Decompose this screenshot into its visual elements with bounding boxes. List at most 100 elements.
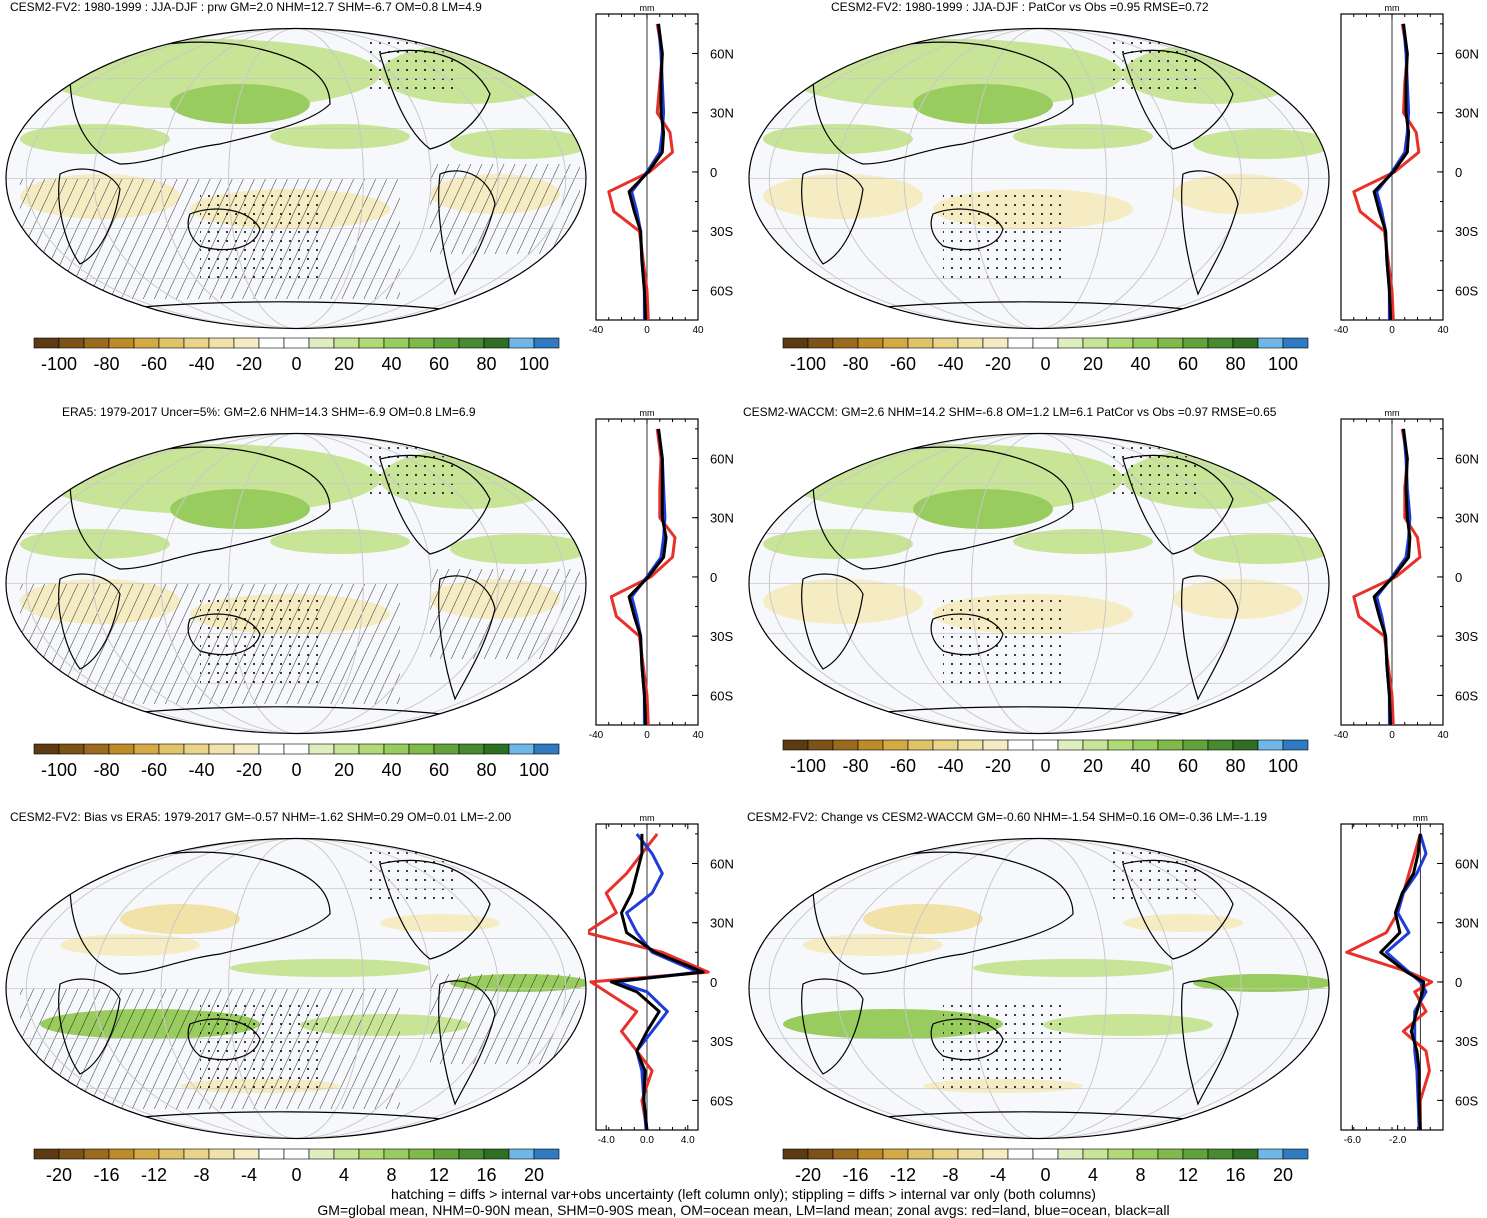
coastline [801,978,864,1075]
colorbar-swatch [408,337,435,349]
field-contour [1123,914,1243,932]
x-tick-label: 40 [692,325,704,336]
colorbar-swatch [1057,739,1084,751]
colorbar-swatch [408,743,435,755]
x-tick-label: 0 [644,730,650,741]
y-tick-label: 0 [1455,570,1462,585]
colorbar-tick-label: 20 [1083,354,1103,374]
map-boundary [748,837,1330,1140]
coastline [187,1018,261,1061]
colorbar-swatch [1082,1148,1109,1160]
profile-unit: mm [1385,3,1400,13]
colorbar-swatch [1182,337,1209,349]
field-contour [380,914,500,932]
colorbar-swatch [358,1148,385,1160]
panel-title: CESM2-FV2: 1980-1999 : JJA-DJF : prw GM=… [10,0,482,14]
colorbar-swatch [957,1148,984,1160]
colorbar-swatch [233,1148,260,1160]
colorbar-tick-label: 0 [291,354,301,374]
colorbar-swatch [508,337,535,349]
colorbar-tick-label: 20 [1273,1165,1293,1185]
coastline [379,454,491,555]
colorbar-swatch [508,1148,535,1160]
y-tick-label: 60N [1455,856,1479,871]
colorbar-swatch [283,1148,310,1160]
profile-unit: mm [640,813,655,823]
colorbar-tick-label: 80 [1225,756,1245,776]
colorbar-swatch [33,1148,60,1160]
coastline [812,446,1074,570]
colorbar-swatch [58,743,85,755]
colorbar-swatch [782,1148,809,1160]
colorbar-tick-label: -8 [193,1165,209,1185]
y-tick-label: 60S [1455,283,1478,298]
colorbar-swatch [882,337,909,349]
profile-unit: mm [640,408,655,418]
y-tick-label: 0 [710,570,717,585]
zonal-profile: mm -4.0 0.0 4.0 60N 30N 0 30S 60S [588,813,734,1146]
map-field [6,28,586,329]
colorbar-swatch [807,337,834,349]
colorbar-swatch [1032,337,1059,349]
field-contour [60,934,200,956]
colorbar-swatch [1207,337,1234,349]
coastline [862,706,1214,718]
profile-line-all [627,23,666,321]
colorbar-swatch [982,1148,1009,1160]
coastline [1181,170,1239,296]
colorbar-tick-label: 80 [476,354,496,374]
colorbar-swatch [857,739,884,751]
colorbar-tick-label: 0 [1040,354,1050,374]
y-tick-label: 60S [710,688,733,703]
coastline [69,41,331,165]
profile-line-all [627,428,668,726]
colorbar-swatch [1007,1148,1034,1160]
panel-1: CESM2-FV2: 1980-1999 : JJA-DJF : PatCor … [743,0,1486,405]
panel-4: CESM2-FV2: Bias vs ERA5: 1979-2017 GM=-0… [0,810,743,1215]
colorbar-swatch [183,337,210,349]
field-contour [973,959,1173,977]
colorbar-swatch [133,743,160,755]
colorbar-tick-label: -4 [241,1165,257,1185]
coastline [812,41,1074,165]
colorbar-swatch [383,743,410,755]
colorbar-tick-label: 80 [1225,354,1245,374]
y-tick-label: 60S [1455,1093,1478,1108]
colorbar-swatch [957,337,984,349]
colorbar-swatch [458,1148,485,1160]
panel-title: CESM2-WACCM: GM=2.6 NHM=14.2 SHM=-6.8 OM… [743,405,1277,419]
colorbar-tick-label: -100 [41,760,77,780]
map-field [749,433,1329,734]
y-tick-label: 60N [710,856,734,871]
colorbar-tick-label: -100 [790,756,826,776]
colorbar-swatch [882,739,909,751]
hatching-region [430,569,580,659]
world-map [5,432,587,735]
coastline [801,168,864,265]
colorbar-tick-label: 80 [476,760,496,780]
world-map [748,432,1330,735]
y-tick-label: 30S [1455,629,1478,644]
colorbar-swatch [533,743,560,755]
stippling-region [943,1004,1063,1094]
field-contour [450,129,586,159]
colorbar-swatch [183,743,210,755]
colorbar-swatch [832,1148,859,1160]
profile-line-all [1372,428,1412,726]
colorbar-swatch [433,337,460,349]
field-contour [1013,124,1153,149]
colorbar-swatch [1232,1148,1259,1160]
colorbar-tick-label: 40 [1130,756,1150,776]
coastline [930,613,1004,656]
colorbar-swatch [1282,739,1309,751]
colorbar-tick-label: -20 [985,756,1011,776]
colorbar-swatch [33,337,60,349]
colorbar-swatch [1082,337,1109,349]
colorbar-swatch [208,743,235,755]
y-tick-label: 30N [1455,106,1479,121]
colorbar-tick-label: -40 [937,756,963,776]
colorbar-tick-label: -12 [890,1165,916,1185]
colorbar-swatch [1132,739,1159,751]
y-tick-label: 0 [1455,975,1462,990]
colorbar-swatch [383,337,410,349]
